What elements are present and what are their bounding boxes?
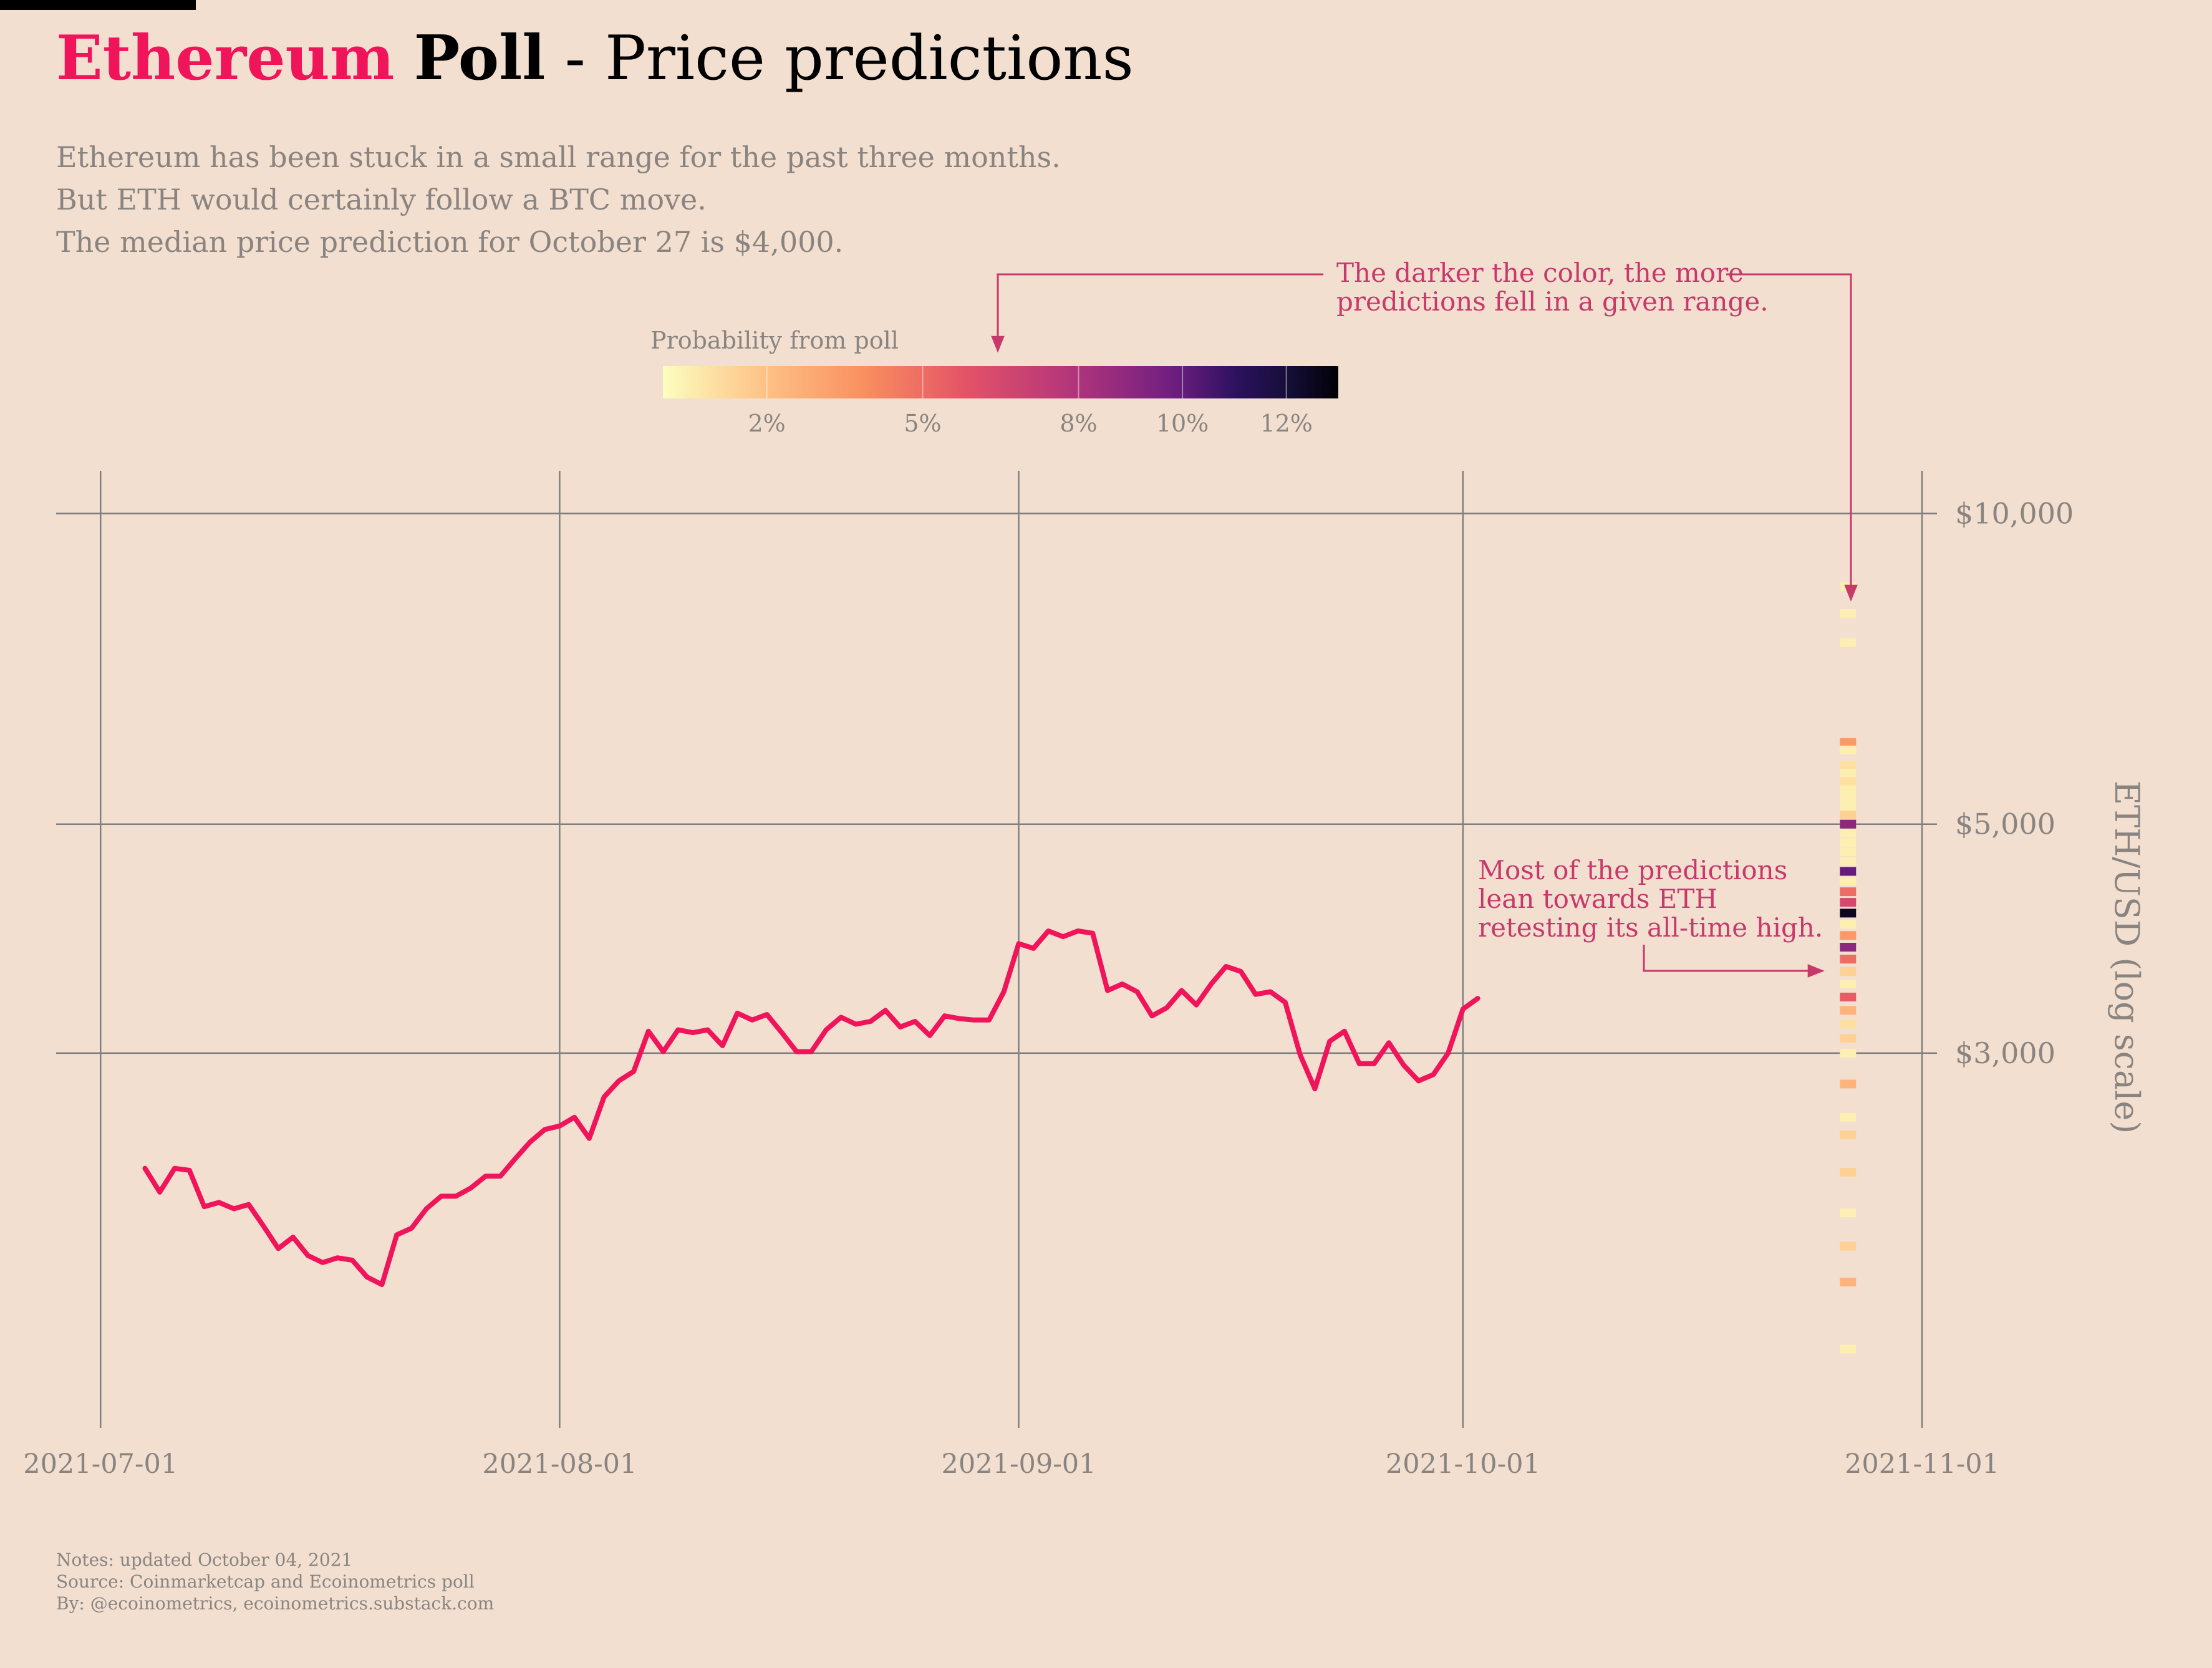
title-poll: Poll <box>413 22 546 94</box>
prediction-cell <box>1840 898 1857 907</box>
prediction-cell <box>1840 838 1857 847</box>
top-accent-bar <box>0 0 196 10</box>
annotation-arrow-left <box>991 273 1323 353</box>
y-tick-label: $10,000 <box>1955 497 2074 531</box>
gridlines <box>56 471 1937 1428</box>
prediction-cell <box>1840 1034 1857 1043</box>
footer-line: By: @ecoinometrics, ecoinometrics.substa… <box>56 1593 495 1614</box>
prediction-strip <box>1840 582 1857 1354</box>
x-tick-label: 2021-08-01 <box>482 1449 637 1480</box>
y-tick-label: $3,000 <box>1955 1036 2055 1070</box>
prediction-cell <box>1840 738 1857 747</box>
x-tick-label: 2021-07-01 <box>23 1449 178 1480</box>
colorbar-tick-label: 2% <box>748 410 785 437</box>
prediction-cell <box>1840 802 1857 811</box>
prediction-cell <box>1840 1112 1857 1122</box>
title-rest: - Price predictions <box>545 23 1134 94</box>
colorbar-title: Probability from poll <box>650 327 899 354</box>
prediction-cell <box>1840 819 1857 829</box>
prediction-cell <box>1840 777 1857 786</box>
prediction-cell <box>1840 887 1857 897</box>
colorbar-tick-label: 12% <box>1260 410 1312 437</box>
y-axis-label: ETH/USD (log scale) <box>2107 781 2147 1134</box>
prediction-cell <box>1840 829 1857 838</box>
colorbar <box>663 366 1338 398</box>
prediction-cell <box>1840 1130 1857 1139</box>
prediction-cell <box>1840 1167 1857 1177</box>
prediction-cell <box>1840 1241 1857 1251</box>
prediction-cell <box>1840 1278 1857 1287</box>
prediction-cell <box>1840 1208 1857 1218</box>
prediction-cell <box>1840 1079 1857 1089</box>
annotation-mid: Most of the predictions lean towards ETH… <box>1478 855 1823 943</box>
footer-notes: Notes: updated October 04, 2021 Source: … <box>56 1549 494 1614</box>
prediction-cell <box>1840 1020 1857 1029</box>
prediction-cell <box>1840 793 1857 803</box>
x-tick-labels: 2021-07-01 2021-08-01 2021-09-01 2021-10-01… <box>23 1449 1999 1480</box>
prediction-cell <box>1840 992 1857 1001</box>
subtitle-line: The median price prediction for October … <box>56 225 844 259</box>
footer-line: Notes: updated October 04, 2021 <box>56 1550 353 1570</box>
annotation-arrow-right <box>1726 273 1858 602</box>
prediction-cell <box>1840 931 1857 940</box>
colorbar-tick-label: 8% <box>1060 410 1097 437</box>
prediction-cell <box>1840 1006 1857 1015</box>
prediction-cell <box>1840 967 1857 976</box>
prediction-cell <box>1840 745 1857 754</box>
prediction-cell <box>1840 920 1857 929</box>
prediction-cell <box>1840 1048 1857 1058</box>
footer-line: Source: Coinmarketcap and Ecoinometrics … <box>56 1571 475 1592</box>
prediction-cell <box>1840 847 1857 857</box>
subtitle-line: But ETH would certainly follow a BTC mov… <box>56 183 707 216</box>
prediction-cell <box>1840 877 1857 886</box>
prediction-cell <box>1840 811 1857 820</box>
prediction-cell <box>1840 638 1857 647</box>
prediction-cell <box>1840 785 1857 794</box>
colorbar-tick-label: 10% <box>1156 410 1209 437</box>
colorbar-ticks: 2% 5% 8% 10% 12% <box>748 366 1313 437</box>
colorbar-tick-label: 5% <box>904 410 941 437</box>
y-tick-labels: $3,000 $5,000 $10,000 <box>1955 497 2074 1070</box>
eth-price-line <box>142 928 1480 1288</box>
subtitle: Ethereum has been stuck in a small range… <box>56 136 1061 263</box>
subtitle-line: Ethereum has been stuck in a small range… <box>56 140 1061 174</box>
annotation-arrow-mid <box>1643 945 1825 978</box>
prediction-cell <box>1840 955 1857 964</box>
prediction-cell <box>1840 582 1857 591</box>
x-tick-label: 2021-09-01 <box>942 1449 1096 1480</box>
prediction-cell <box>1840 909 1857 918</box>
x-tick-label: 2021-10-01 <box>1386 1449 1540 1480</box>
prediction-cell <box>1840 769 1857 778</box>
prediction-cell <box>1840 1344 1857 1354</box>
prediction-cell <box>1840 980 1857 989</box>
page-title: Ethereum Poll - Price predictions <box>56 22 1134 94</box>
annotation-top: The darker the color, the more predictio… <box>1336 258 1769 317</box>
prediction-cell <box>1840 609 1857 618</box>
y-tick-label: $5,000 <box>1955 807 2055 841</box>
prediction-cell <box>1840 867 1857 876</box>
prediction-cell <box>1840 761 1857 770</box>
title-ethereum: Ethereum <box>56 22 395 94</box>
prediction-cell <box>1840 857 1857 866</box>
prediction-cell <box>1840 942 1857 952</box>
x-tick-label: 2021-11-01 <box>1845 1449 1999 1480</box>
